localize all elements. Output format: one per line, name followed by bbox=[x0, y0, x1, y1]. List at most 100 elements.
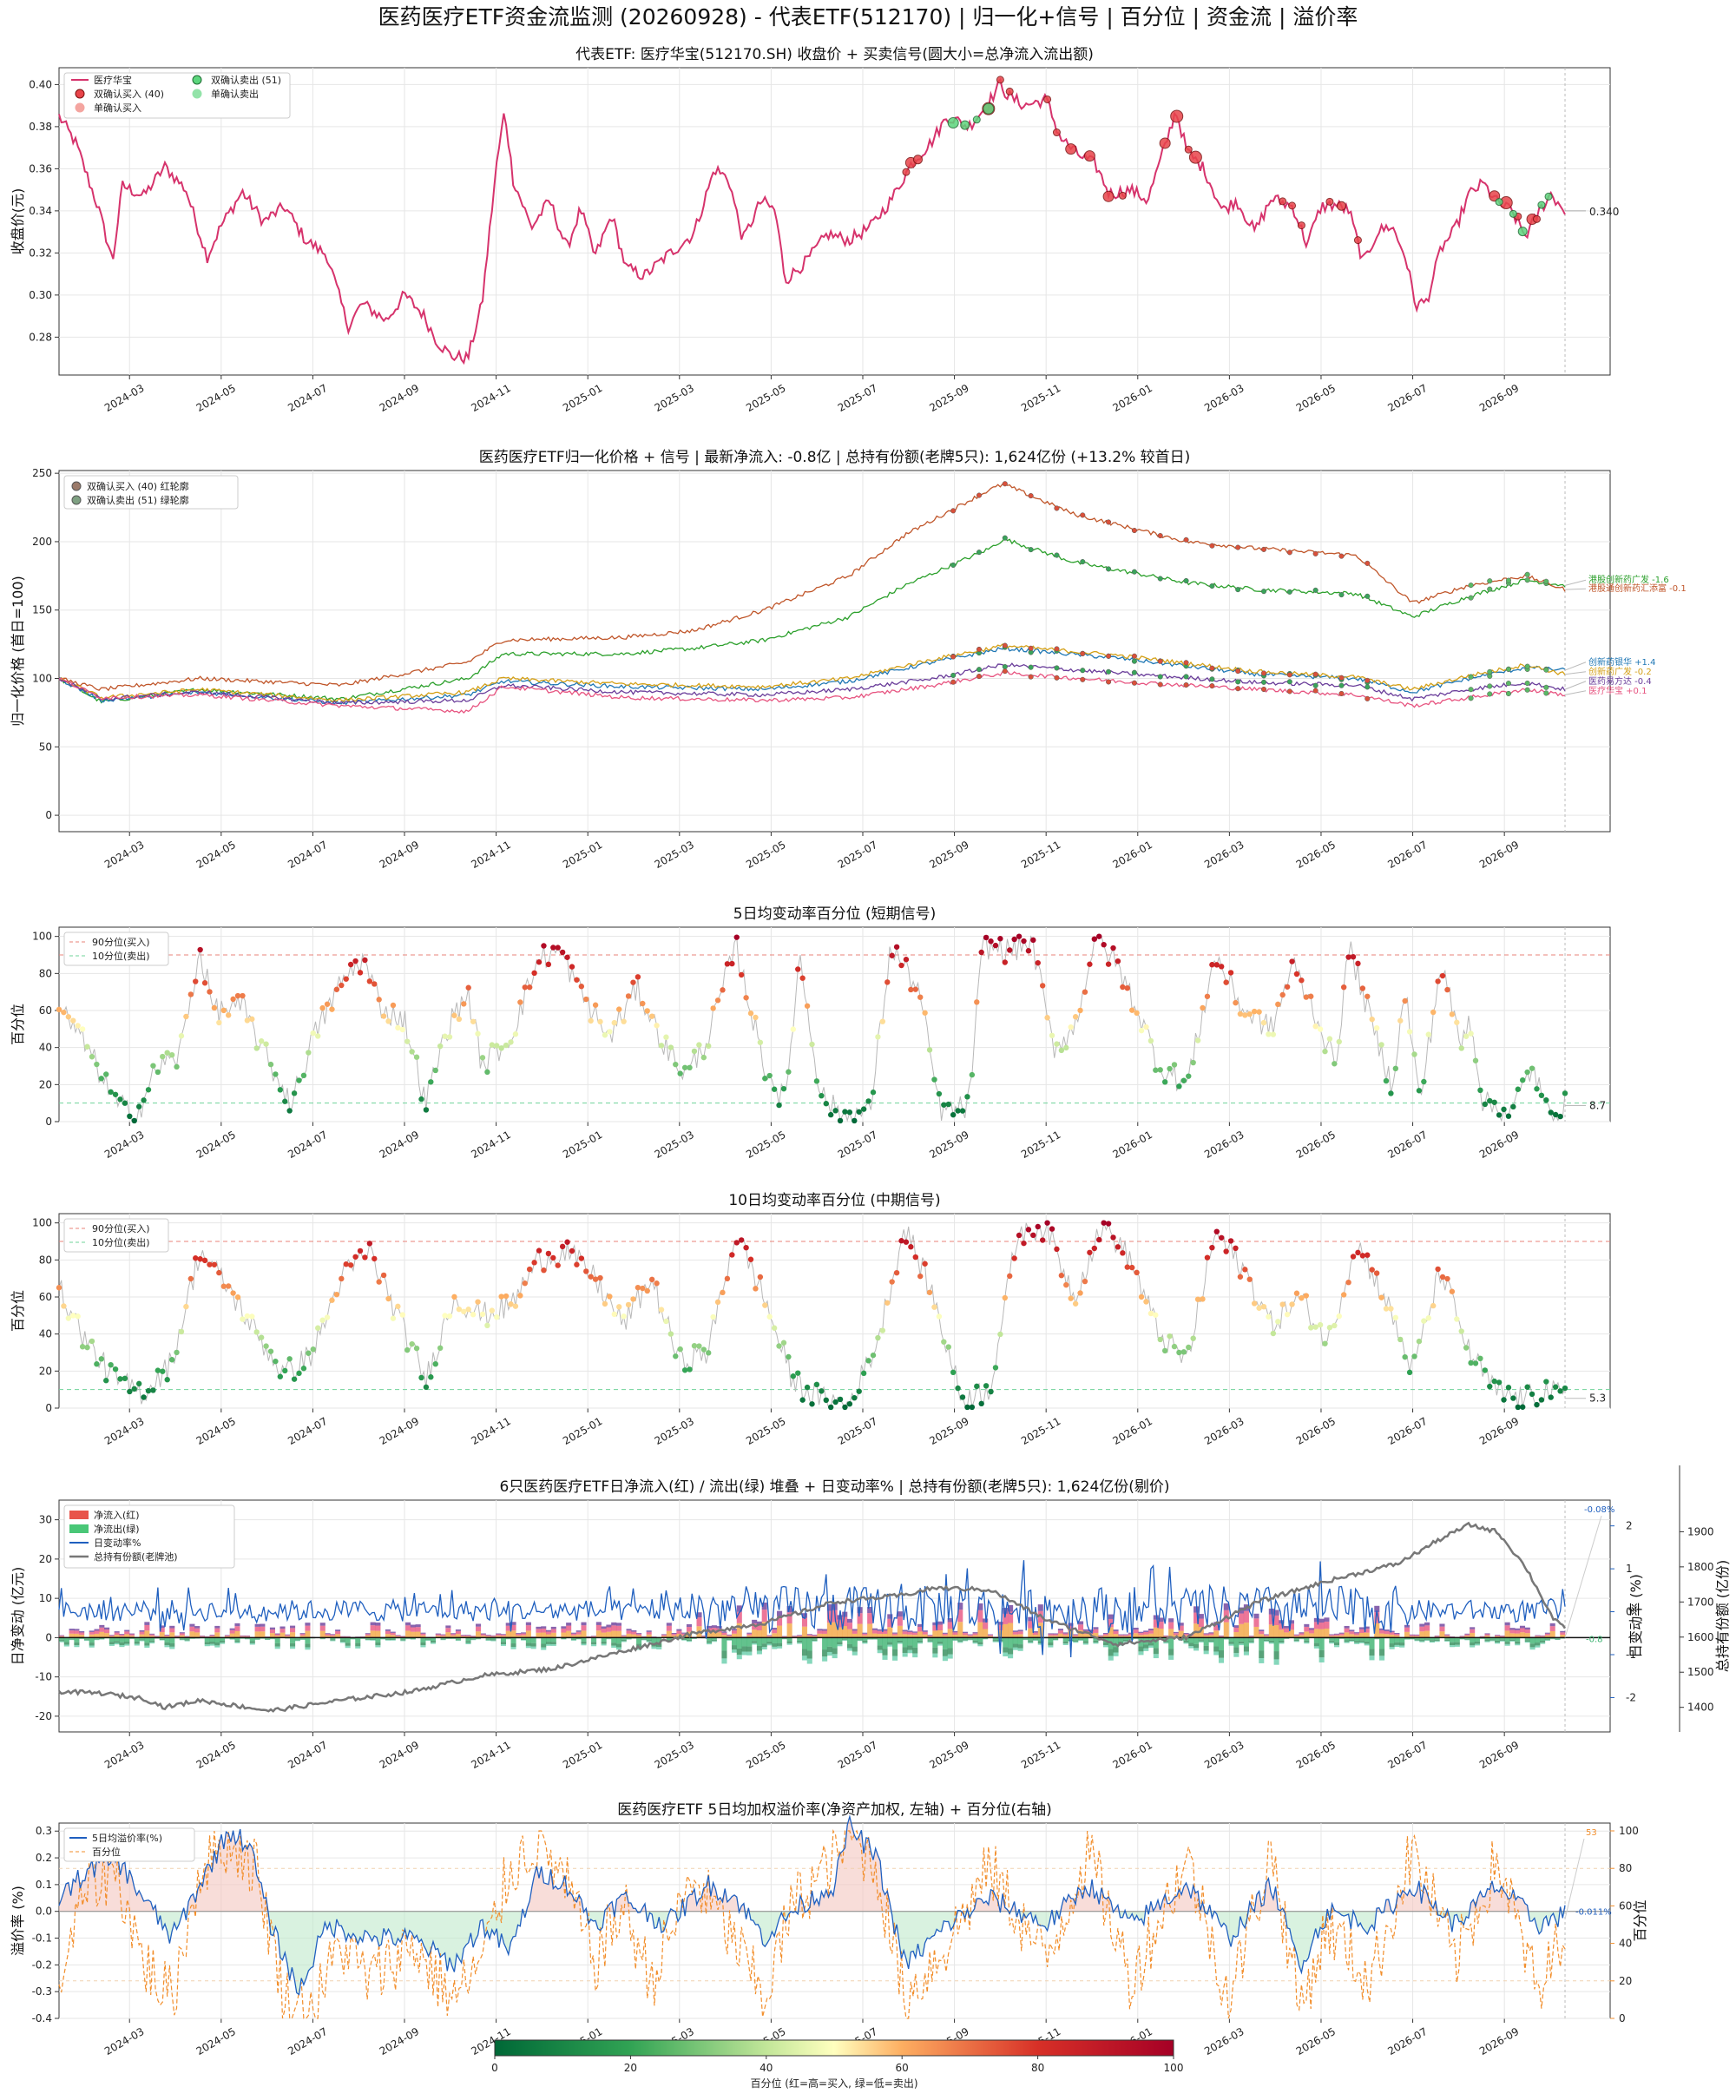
percentile-point bbox=[696, 1042, 702, 1048]
inflow-bar bbox=[952, 1630, 958, 1633]
inflow-bar bbox=[1213, 1630, 1220, 1638]
inflow-bar bbox=[801, 1617, 808, 1627]
inflow-bar bbox=[846, 1618, 853, 1623]
inflow-bar bbox=[1017, 1629, 1023, 1632]
percentile-point bbox=[362, 1254, 368, 1261]
outflow-bar bbox=[1555, 1638, 1561, 1640]
outflow-bar bbox=[797, 1640, 803, 1643]
inflow-bar bbox=[285, 1636, 291, 1638]
outflow-bar bbox=[74, 1637, 80, 1642]
percentile-point bbox=[1035, 1223, 1041, 1230]
inflow-bar bbox=[601, 1629, 607, 1633]
outflow-bar bbox=[570, 1639, 576, 1641]
inflow-bar bbox=[189, 1626, 195, 1632]
percentile-point bbox=[597, 1018, 603, 1025]
inflow-bar bbox=[269, 1627, 275, 1630]
outflow-bar bbox=[164, 1637, 170, 1642]
x-tick-label: 2024-05 bbox=[194, 2025, 238, 2057]
x-tick-label: 2024-09 bbox=[378, 1415, 421, 1447]
inflow-bar bbox=[752, 1619, 758, 1623]
signal-dot bbox=[1106, 668, 1112, 675]
inflow-bar bbox=[1374, 1605, 1380, 1613]
signal-dot bbox=[1028, 645, 1034, 651]
outflow-bar bbox=[355, 1637, 361, 1643]
outflow-bar bbox=[752, 1642, 758, 1645]
outflow-bar bbox=[521, 1640, 527, 1641]
inflow-bar bbox=[279, 1629, 286, 1633]
inflow-bar bbox=[194, 1632, 201, 1638]
outflow-bar bbox=[380, 1638, 386, 1639]
inflow-bar bbox=[927, 1635, 933, 1636]
percentile-point bbox=[1454, 1019, 1460, 1025]
inflow-bar bbox=[214, 1628, 220, 1633]
percentile-point bbox=[1120, 1250, 1126, 1256]
percentile-point bbox=[187, 991, 194, 997]
percentile-point bbox=[456, 1016, 463, 1023]
outflow-bar bbox=[1279, 1642, 1285, 1644]
inflow-bar bbox=[1338, 1632, 1345, 1634]
inflow-bar bbox=[260, 1626, 266, 1632]
outflow-bar bbox=[727, 1639, 733, 1641]
inflow-bar bbox=[209, 1636, 215, 1638]
x-tick-label: 2024-03 bbox=[102, 382, 146, 414]
percentile-point bbox=[135, 1103, 142, 1109]
x-tick-label: 2026-03 bbox=[1202, 382, 1246, 414]
inflow-bar bbox=[696, 1617, 702, 1627]
inflow-bar bbox=[299, 1633, 306, 1635]
outflow-bar bbox=[1228, 1642, 1234, 1644]
outflow-bar bbox=[63, 1637, 69, 1642]
sell-signal-marker bbox=[1495, 198, 1503, 207]
outflow-bar bbox=[1293, 1639, 1299, 1642]
y-axis-label: 日净变动 (亿元) bbox=[10, 1567, 26, 1666]
percentile-point bbox=[1049, 1032, 1055, 1038]
outflow-bar bbox=[721, 1658, 727, 1664]
outflow-bar bbox=[94, 1639, 100, 1641]
outflow-bar bbox=[1509, 1637, 1516, 1640]
percentile-point bbox=[903, 1239, 910, 1245]
series-line-创新药银华 bbox=[58, 646, 1566, 706]
outflow-bar bbox=[581, 1641, 587, 1644]
percentile-point bbox=[319, 1317, 326, 1323]
outflow-bar bbox=[1419, 1640, 1425, 1642]
y-axis-label: 溢价率 (%) bbox=[10, 1886, 26, 1956]
percentile-point bbox=[1077, 1007, 1083, 1014]
inflow-bar bbox=[79, 1632, 85, 1636]
outflow-bar bbox=[159, 1639, 165, 1641]
inflow-bar bbox=[957, 1610, 963, 1623]
percentile-point bbox=[588, 1274, 594, 1280]
inflow-bar bbox=[646, 1634, 652, 1638]
inflow-bar bbox=[1253, 1618, 1259, 1627]
inflow-bar bbox=[1088, 1629, 1094, 1632]
y-tick-label: 0 bbox=[45, 1116, 52, 1128]
inflow-bar bbox=[1379, 1633, 1385, 1638]
outflow-bar bbox=[1333, 1637, 1340, 1642]
buy-signal-marker bbox=[1184, 145, 1193, 154]
outflow-bar bbox=[992, 1637, 998, 1641]
percentile-point bbox=[494, 1043, 500, 1049]
outflow-bar bbox=[912, 1647, 918, 1654]
outflow-bar bbox=[766, 1641, 773, 1644]
outflow-bar bbox=[290, 1637, 296, 1643]
y-tick-label: 100 bbox=[32, 673, 52, 685]
percentile-point bbox=[1091, 1245, 1098, 1252]
outflow-bar bbox=[1429, 1640, 1435, 1642]
percentile-point bbox=[1110, 1234, 1116, 1241]
outflow-bar bbox=[1183, 1640, 1189, 1643]
y-axis-label: 百分位 bbox=[10, 1004, 26, 1045]
percentile-point bbox=[446, 1034, 453, 1040]
percentile-point bbox=[677, 1070, 683, 1076]
daily-change-rate-line bbox=[58, 1560, 1566, 1658]
inflow-bar bbox=[716, 1626, 722, 1629]
outflow-bar bbox=[1349, 1639, 1355, 1642]
inflow-bar bbox=[1178, 1630, 1184, 1638]
percentile-point bbox=[296, 1077, 302, 1083]
outflow-bar bbox=[430, 1641, 437, 1643]
outflow-bar bbox=[1404, 1638, 1410, 1640]
outflow-bar bbox=[1017, 1648, 1023, 1651]
percentile-point bbox=[117, 1376, 123, 1382]
percentile-point bbox=[61, 1009, 67, 1016]
outflow-bar bbox=[1147, 1645, 1154, 1648]
inflow-bar bbox=[1053, 1636, 1059, 1638]
inflow-bar bbox=[149, 1633, 155, 1635]
inflow-bar bbox=[128, 1633, 135, 1635]
